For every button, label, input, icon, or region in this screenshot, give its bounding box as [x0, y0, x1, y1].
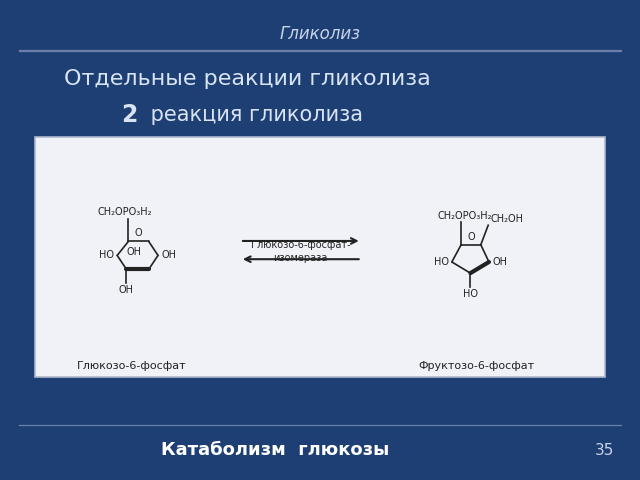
Text: OH: OH	[119, 285, 134, 295]
Text: Катаболизм  глюкозы: Катаболизм глюкозы	[161, 441, 389, 459]
Text: Фруктозо-6-фосфат: Фруктозо-6-фосфат	[419, 361, 535, 371]
Text: 2: 2	[122, 103, 138, 127]
FancyBboxPatch shape	[35, 137, 605, 377]
Text: O: O	[467, 232, 475, 242]
Text: CH₂OPO₃H₂: CH₂OPO₃H₂	[98, 207, 152, 217]
Text: HO: HO	[99, 251, 114, 261]
Text: CH₂OH: CH₂OH	[490, 214, 523, 224]
Text: OH: OH	[127, 247, 142, 257]
Text: Гликолиз: Гликолиз	[280, 24, 360, 43]
Text: OH: OH	[161, 251, 176, 261]
Text: 35: 35	[595, 443, 614, 458]
Text: Отдельные реакции гликолиза: Отдельные реакции гликолиза	[64, 69, 431, 89]
Text: реакция гликолиза: реакция гликолиза	[144, 105, 363, 125]
Text: CH₂OPO₃H₂: CH₂OPO₃H₂	[437, 211, 492, 220]
Text: HO: HO	[463, 289, 478, 299]
Text: OH: OH	[492, 257, 507, 267]
Text: Глюкозо-6-фосфат: Глюкозо-6-фосфат	[76, 361, 186, 371]
Text: Глюкозо-6-фосфат-
изомераза: Глюкозо-6-фосфат- изомераза	[251, 240, 351, 263]
Text: HO: HO	[434, 257, 449, 267]
Text: O: O	[134, 228, 142, 238]
